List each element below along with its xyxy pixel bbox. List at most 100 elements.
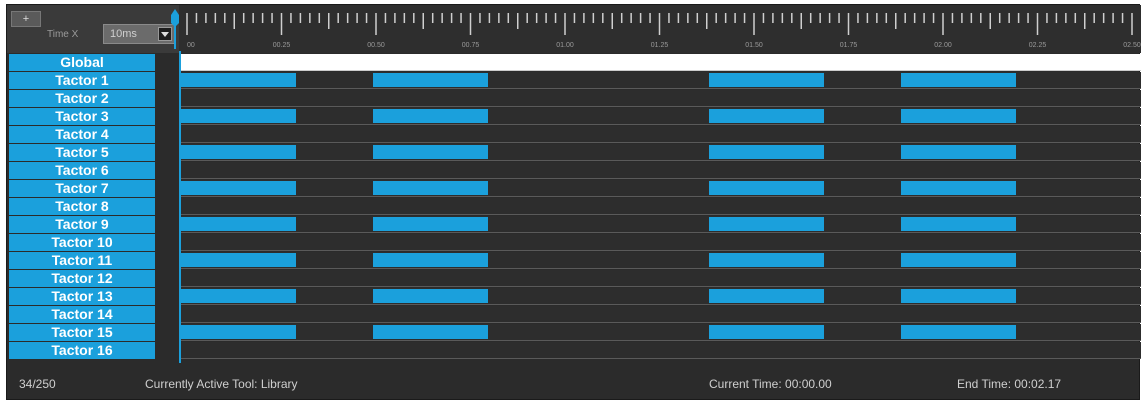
add-button[interactable]: + [11,11,41,27]
track-timeline[interactable] [181,126,1141,143]
track-timeline[interactable] [181,234,1141,251]
track-gap [157,72,181,89]
ruler-label: 01.75 [840,42,858,49]
vibration-pulse[interactable] [709,325,824,339]
vibration-pulse[interactable] [181,181,296,195]
vibration-pulse[interactable] [373,325,488,339]
track-gap [157,252,181,269]
track-timeline[interactable] [181,180,1141,197]
track-timeline[interactable] [181,216,1141,233]
track-row: Tactor 14 [7,306,1141,323]
track-row: Tactor 6 [7,162,1141,179]
track-timeline[interactable] [181,90,1141,107]
ruler-label: 00.50 [367,42,385,49]
vibration-pulse[interactable] [181,73,296,87]
track-gap [157,90,181,107]
vibration-pulse[interactable] [901,253,1016,267]
vibration-pulse[interactable] [373,73,488,87]
vibration-pulse[interactable] [901,289,1016,303]
ruler-label: 02.00 [934,42,952,49]
playhead-marker-icon[interactable] [171,9,179,49]
vibration-pulse[interactable] [181,289,296,303]
time-scale-dropdown[interactable]: 10ms [103,24,175,44]
track-row-global: Global [7,54,1141,71]
vibration-pulse[interactable] [373,181,488,195]
track-row: Tactor 16 [7,342,1141,359]
track-label[interactable]: Tactor 15 [9,324,155,341]
track-label[interactable]: Tactor 13 [9,288,155,305]
track-timeline[interactable] [181,108,1141,125]
track-gap [157,162,181,179]
vibration-pulse[interactable] [901,145,1016,159]
vibration-pulse[interactable] [181,325,296,339]
track-label[interactable]: Tactor 2 [9,90,155,107]
track-row: Tactor 7 [7,180,1141,197]
vibration-pulse[interactable] [901,325,1016,339]
track-label[interactable]: Tactor 14 [9,306,155,323]
vibration-pulse[interactable] [901,181,1016,195]
track-gap [157,108,181,125]
track-label[interactable]: Global [9,54,155,71]
track-row: Tactor 2 [7,90,1141,107]
track-gap [157,324,181,341]
vibration-pulse[interactable] [373,145,488,159]
vibration-pulse[interactable] [901,73,1016,87]
track-label[interactable]: Tactor 3 [9,108,155,125]
track-label[interactable]: Tactor 5 [9,144,155,161]
track-label[interactable]: Tactor 7 [9,180,155,197]
track-timeline[interactable] [181,252,1141,269]
track-timeline[interactable] [181,162,1141,179]
haptic-editor-window: + Time X 10ms 00 00.25 00.50 00.75 01.00 01.2… [6,4,1141,400]
track-gap [157,180,181,197]
vibration-pulse[interactable] [709,181,824,195]
track-label[interactable]: Tactor 9 [9,216,155,233]
vibration-pulse[interactable] [709,145,824,159]
time-ruler[interactable]: 00 00.25 00.50 00.75 01.00 01.25 01.50 01.75 02.… [179,5,1141,53]
track-timeline[interactable] [181,270,1141,287]
track-timeline[interactable] [181,198,1141,215]
chevron-down-icon[interactable] [158,27,172,41]
track-gap [157,270,181,287]
time-x-label: Time X [47,29,79,40]
track-label[interactable]: Tactor 1 [9,72,155,89]
vibration-pulse[interactable] [373,253,488,267]
track-row: Tactor 13 [7,288,1141,305]
track-label[interactable]: Tactor 11 [9,252,155,269]
track-label[interactable]: Tactor 10 [9,234,155,251]
vibration-pulse[interactable] [709,253,824,267]
track-timeline[interactable] [181,342,1141,359]
ruler-label: 00 [187,42,195,49]
playhead-line[interactable] [179,51,181,363]
track-row: Tactor 3 [7,108,1141,125]
vibration-pulse[interactable] [709,109,824,123]
time-scale-value: 10ms [110,28,137,40]
track-row: Tactor 4 [7,126,1141,143]
track-timeline[interactable] [181,72,1141,89]
track-label[interactable]: Tactor 16 [9,342,155,359]
track-timeline[interactable] [181,306,1141,323]
vibration-pulse[interactable] [373,109,488,123]
vibration-pulse[interactable] [373,217,488,231]
vibration-pulse[interactable] [709,73,824,87]
vibration-pulse[interactable] [181,253,296,267]
vibration-pulse[interactable] [901,217,1016,231]
track-label[interactable]: Tactor 12 [9,270,155,287]
vibration-pulse[interactable] [709,289,824,303]
track-label[interactable]: Tactor 4 [9,126,155,143]
ruler-label: 00.75 [462,42,480,49]
track-label[interactable]: Tactor 6 [9,162,155,179]
vibration-pulse[interactable] [709,217,824,231]
vibration-pulse[interactable] [373,289,488,303]
ruler-label: 01.00 [556,42,574,49]
vibration-pulse[interactable] [181,217,296,231]
vibration-pulse[interactable] [901,109,1016,123]
track-timeline[interactable] [181,144,1141,161]
track-label[interactable]: Tactor 8 [9,198,155,215]
vibration-pulse[interactable] [181,109,296,123]
vibration-pulse[interactable] [181,145,296,159]
track-timeline[interactable] [181,324,1141,341]
track-row: Tactor 11 [7,252,1141,269]
track-gap [157,234,181,251]
track-timeline[interactable] [181,288,1141,305]
track-timeline[interactable] [181,54,1141,71]
